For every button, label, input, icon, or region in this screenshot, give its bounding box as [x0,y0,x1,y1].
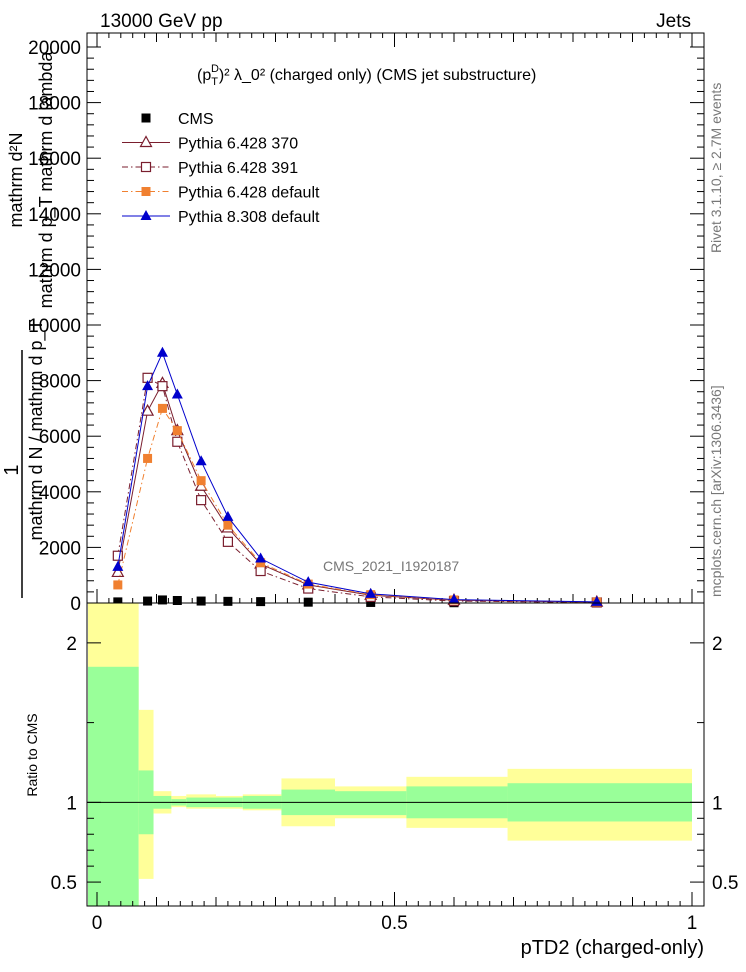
data-point-series-3 [223,520,233,530]
data-point-series-1 [194,478,208,491]
data-point-series-2 [196,495,207,506]
y-tick-label: 16000 [28,149,81,170]
data-point-series-0 [256,597,266,607]
data-point-series-4 [171,388,183,399]
x-axis-label: pTD2 (charged-only) [521,937,704,959]
data-point-series-3 [256,558,266,568]
legend-label: CMS [178,111,214,128]
y-label-numerator: mathrm d²N [6,132,26,227]
ratio-y-tick-label-right: 2 [712,634,723,655]
y-tick-label: 12000 [28,260,81,281]
legend: CMS Pythia 6.428 370 Pythia 6.428 391 Pythi… [122,111,320,226]
header-process-label: Jets [656,11,691,32]
ratio-plot-panel: 0 0.5 1 0.5 0.5 1 1 2 2 Ratio to CMS pTD2 (charg… [24,602,739,959]
ratio-plot-frame [86,602,705,907]
data-point-series-2 [222,536,233,547]
x-tick-label: 0 [92,913,103,934]
data-point-series-0 [303,597,313,607]
ratio-band-inner [88,666,139,906]
legend-marker [140,161,152,173]
main-y-axis-label: 1 mathrm d N / mathrm d p_T mathrm d²N m… [1,51,57,598]
data-point-series-0 [366,597,376,607]
analysis-watermark: CMS_2021_I1920187 [323,558,459,574]
data-point-series-4 [255,552,267,563]
data-point-series-4 [112,560,124,571]
data-point-series-0 [143,596,153,606]
ratio-y-tick-label: 2 [66,634,77,655]
data-point-series-1 [141,403,155,416]
legend-label: Pythia 6.428 default [178,185,320,202]
main-series-group [111,346,604,608]
data-point-series-3 [172,426,182,436]
y-tick-label: 2000 [39,538,81,559]
main-plot-panel: 0 2000 4000 6000 8000 10000 12000 14000 16000 180… [28,32,705,615]
data-point-series-4 [142,380,154,391]
mcplots-source-label: mcplots.cern.ch [arXiv:1306.3436] [708,385,724,597]
y-tick-label: 6000 [39,427,81,448]
legend-label: Pythia 8.308 default [178,209,320,226]
ratio-y-tick-label-right: 1 [712,793,723,814]
legend-marker [141,187,151,196]
y-tick-label: 0 [70,594,81,615]
data-point-series-0 [113,597,123,607]
legend-label: Pythia 6.428 391 [178,160,298,177]
legend-marker [139,135,153,148]
ratio-y-tick-label: 1 [66,793,77,814]
data-point-series-4 [448,593,460,604]
data-point-series-3 [143,453,153,463]
data-point-series-0 [157,595,167,605]
data-point-series-4 [302,576,314,587]
header-collision-label: 13000 GeV pp [100,11,223,32]
y-label-prefix: 1 [1,464,23,475]
data-point-series-2 [172,436,183,447]
y-tick-label: 14000 [28,205,81,226]
y-tick-label: 4000 [39,483,81,504]
y-tick-label: 10000 [28,316,81,337]
ratio-y-tick-label: 0.5 [51,873,77,894]
ratio-y-axis-label: Ratio to CMS [24,713,40,796]
data-point-series-3 [113,580,123,590]
data-point-series-3 [196,476,206,486]
data-point-series-0 [172,595,182,605]
ratio-axes: 0 0.5 1 0.5 0.5 1 1 2 2 [51,634,739,934]
ratio-band-inner [335,791,407,816]
x-tick-label: 0.5 [381,913,407,934]
data-point-series-2 [255,565,266,577]
data-point-series-2 [157,381,168,392]
y-tick-label: 20000 [28,38,81,59]
data-point-series-3 [157,403,167,413]
data-point-series-4 [156,346,168,357]
legend-marker [140,210,152,220]
y-label-prefix-denominator: mathrm d N / mathrm d p_T [26,319,47,540]
y-tick-label: 8000 [39,372,81,393]
y-label-denominator: mathrm d p_T mathrm d lambda [36,51,57,309]
main-y-axis: 0 2000 4000 6000 8000 10000 12000 14000 16000 180… [28,38,704,615]
legend-label: Pythia 6.428 370 [178,136,298,153]
x-tick-label: 1 [687,913,698,934]
data-point-series-2 [112,550,123,561]
ratio-y-tick-label-right: 0.5 [712,873,738,894]
legend-marker [141,113,151,123]
rivet-version-label: Rivet 3.1.10, ≥ 2.7M events [708,83,724,253]
data-point-series-0 [223,596,233,606]
plot-title: (pTD)² λ_0² (charged only) (CMS jet subs… [197,63,536,88]
y-tick-label: 18000 [28,94,81,115]
ratio-uncertainty-bands [87,603,704,906]
data-point-series-0 [196,596,206,606]
data-point-series-4 [365,587,377,598]
data-point-series-4 [195,455,207,466]
data-point-series-4 [222,510,234,521]
